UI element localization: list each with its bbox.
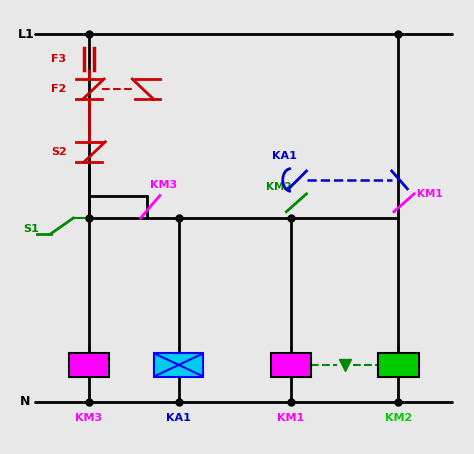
Text: N: N bbox=[19, 395, 30, 409]
Text: F3: F3 bbox=[52, 54, 66, 64]
Text: KM1: KM1 bbox=[277, 413, 304, 423]
Text: F2: F2 bbox=[51, 84, 66, 94]
Text: KM3: KM3 bbox=[150, 180, 177, 190]
Bar bbox=[378, 353, 419, 377]
Text: S2: S2 bbox=[51, 147, 66, 157]
Bar bbox=[271, 353, 311, 377]
Bar bbox=[69, 353, 109, 377]
Text: KA1: KA1 bbox=[166, 413, 191, 423]
Text: KM3: KM3 bbox=[75, 413, 102, 423]
Text: KM2: KM2 bbox=[385, 413, 412, 423]
Text: L1: L1 bbox=[18, 28, 35, 41]
Text: KA1: KA1 bbox=[272, 151, 297, 161]
Text: KM1: KM1 bbox=[417, 189, 443, 199]
Bar bbox=[154, 353, 203, 377]
Text: KM2: KM2 bbox=[266, 183, 292, 192]
Text: S1: S1 bbox=[23, 224, 39, 234]
